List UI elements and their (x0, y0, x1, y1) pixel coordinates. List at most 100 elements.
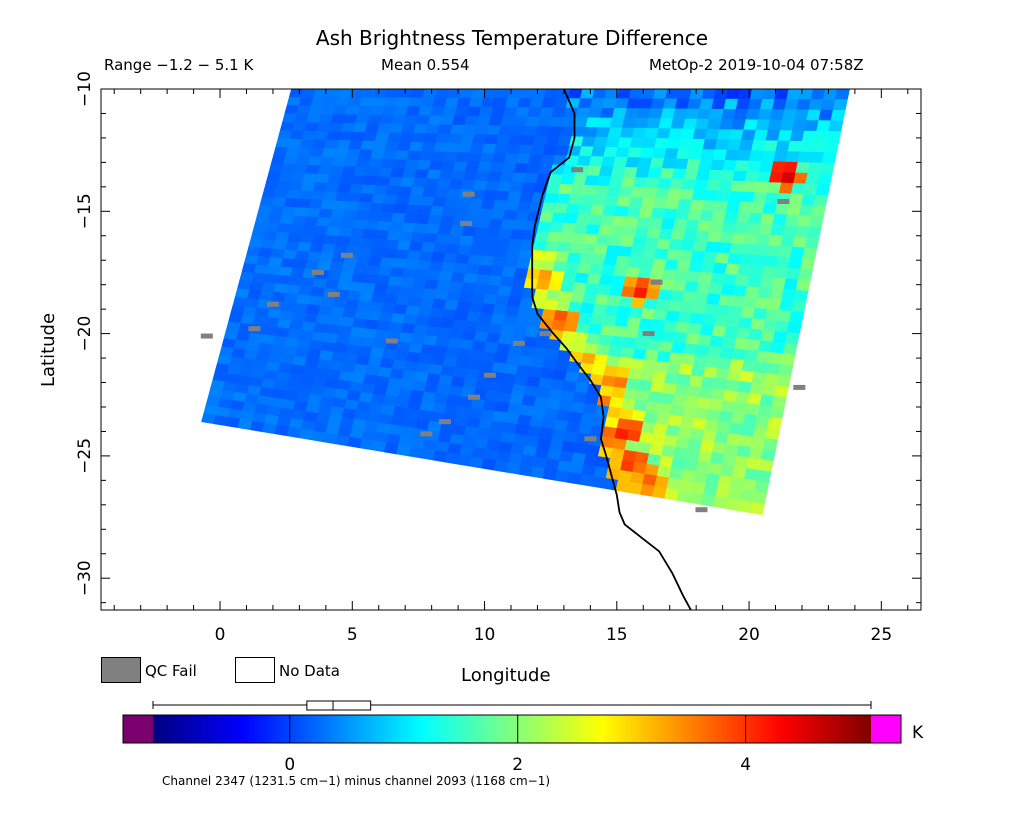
swath-cell (742, 413, 758, 427)
qc-fail-cell (584, 436, 597, 442)
swath-cell (598, 385, 614, 398)
swath-cell (478, 312, 494, 324)
swath-cell (676, 260, 692, 272)
swath-cell (525, 268, 541, 280)
no-data-label: No Data (279, 662, 340, 680)
swath-cell (499, 276, 515, 288)
colorbar: 0 2 4 K (122, 700, 924, 775)
swath-cell (795, 279, 811, 292)
qc-fail-swatch (101, 657, 141, 683)
swath-cell (508, 344, 524, 357)
swath-cell (439, 215, 455, 227)
swath-cell (526, 211, 543, 223)
swath-cell (608, 285, 624, 297)
swath-cell (459, 339, 475, 351)
swath-cell (745, 403, 761, 417)
swath-cell (295, 294, 311, 305)
swath-cell (813, 194, 829, 207)
swath-cell (796, 215, 812, 228)
swath-cell (498, 228, 514, 240)
swath-cell (473, 331, 489, 343)
swath-cell (714, 431, 730, 445)
swath-cell (540, 367, 556, 380)
swath-cell (573, 331, 589, 344)
swath-cell (582, 292, 598, 305)
swath-cell (598, 274, 614, 286)
swath-cell (279, 310, 295, 321)
swath-cell (271, 197, 287, 208)
swath-cell (310, 190, 326, 201)
swath-cell (730, 295, 746, 308)
swath-cell (348, 281, 364, 293)
swath-cell (763, 373, 779, 386)
swath-cell (743, 233, 759, 246)
swath-cell (752, 307, 768, 321)
swath-cell (453, 310, 470, 322)
swath-cell (469, 456, 485, 469)
swath-cell (746, 160, 762, 173)
swath-cell (457, 454, 473, 467)
swath-cell (771, 395, 787, 409)
swath-cell (317, 305, 333, 317)
swath-cell (607, 345, 623, 358)
swath-cell (717, 357, 733, 370)
swath-cell (438, 374, 454, 387)
swath-cell (668, 352, 684, 365)
swath-cell (296, 198, 312, 209)
colorbar-frame (122, 714, 902, 744)
swath-cell (633, 287, 649, 300)
swath-cell (487, 275, 503, 287)
swath-cell (676, 373, 692, 387)
swath-cell (649, 268, 665, 280)
swath-cell (606, 406, 622, 419)
swath-cell (313, 225, 329, 236)
swath-cell (722, 389, 738, 403)
swath-cell (522, 230, 538, 242)
swath-cell (725, 379, 741, 393)
swath-cell (726, 433, 742, 446)
swath-cell (709, 452, 725, 466)
swath-cell (482, 293, 498, 306)
swath-cell (686, 385, 702, 398)
swath-cell (550, 379, 566, 392)
swath-cell (524, 326, 540, 339)
swath-cell (274, 424, 290, 437)
swath-cell (699, 324, 715, 337)
swath-cell (787, 140, 803, 153)
swath-cell (428, 261, 444, 272)
swath-cell (320, 200, 336, 211)
swath-cell (448, 281, 464, 293)
swath-cell (779, 299, 795, 312)
swath-cell (403, 314, 419, 326)
swath-cell (768, 171, 784, 184)
chart-title: Ash Brightness Temperature Difference (315, 26, 709, 50)
swath-cell (493, 460, 509, 473)
qc-fail-cell (793, 384, 806, 390)
swath-cell (291, 215, 307, 226)
swath-cell (525, 376, 541, 388)
swath-cell (634, 338, 650, 351)
swath-cell (612, 215, 628, 227)
qc-fail-label: QC Fail (145, 662, 197, 680)
swath-cell (713, 314, 729, 328)
swath-cell (455, 357, 471, 370)
swath-cell (429, 205, 445, 217)
swath-cell (332, 297, 348, 309)
swath-cell (498, 333, 514, 346)
swath-cell (591, 254, 607, 266)
swath-cell (711, 325, 727, 338)
swath-cell (544, 348, 560, 361)
swath-cell (378, 311, 394, 323)
swath-cell (516, 306, 533, 319)
swath-cell (568, 242, 585, 254)
x-tick-label: 5 (347, 625, 358, 645)
swath-cell (621, 398, 637, 411)
swath-cell (243, 254, 259, 266)
swath-cell (265, 265, 282, 276)
swath-cell (264, 317, 280, 328)
swath-cell (694, 230, 710, 243)
swath-cell (736, 264, 753, 277)
swath-cell (405, 204, 421, 215)
x-tick-label: 10 (474, 625, 496, 645)
swath-cell (652, 485, 668, 499)
